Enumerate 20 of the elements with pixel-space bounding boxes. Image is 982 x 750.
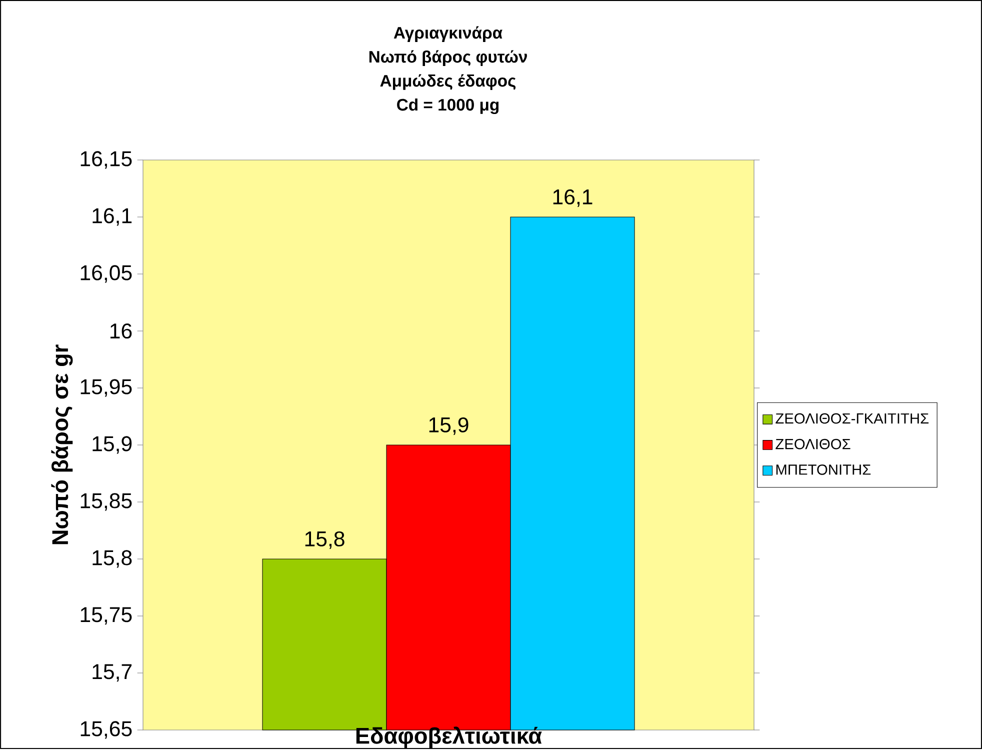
y-tick-label: 15,9 [92,436,132,454]
legend-label: ΖΕΟΛΙΘΟΣ-ΓΚΑΙΤΙΤΗΣ [776,413,929,424]
data-label: 16,1 [553,189,592,208]
y-axis-title: Νωπό βάρος σε gr [51,344,73,544]
y-tick-label: 15,65 [80,721,132,739]
data-label: 15,8 [305,531,344,550]
y-tick-label: 16 [110,324,132,339]
y-tick-label: 15,75 [80,607,132,625]
chart-title: Αγριαγκινάρα Νωπό βάρος φυτών Αμμώδες έδαφος Cd = 1000 μg [369,26,527,114]
y-tick-label: 15,85 [80,493,132,511]
y-tick-label: 16,05 [80,265,132,283]
x-axis-title: Εδαφοβελτιωτικά [356,726,542,748]
y-tick-label: 16,15 [80,151,132,169]
data-label: 15,9 [429,417,468,436]
y-tick-label: 15,8 [92,550,132,568]
y-tick-label: 15,7 [92,664,132,682]
legend-label: ΖΕΟΛΙΘΟΣ [776,439,850,450]
y-tick-label: 16,1 [92,208,132,226]
legend-label: ΜΠΕΤΟΝΙΤΗΣ [776,464,871,475]
y-tick-label: 15,95 [80,379,132,397]
